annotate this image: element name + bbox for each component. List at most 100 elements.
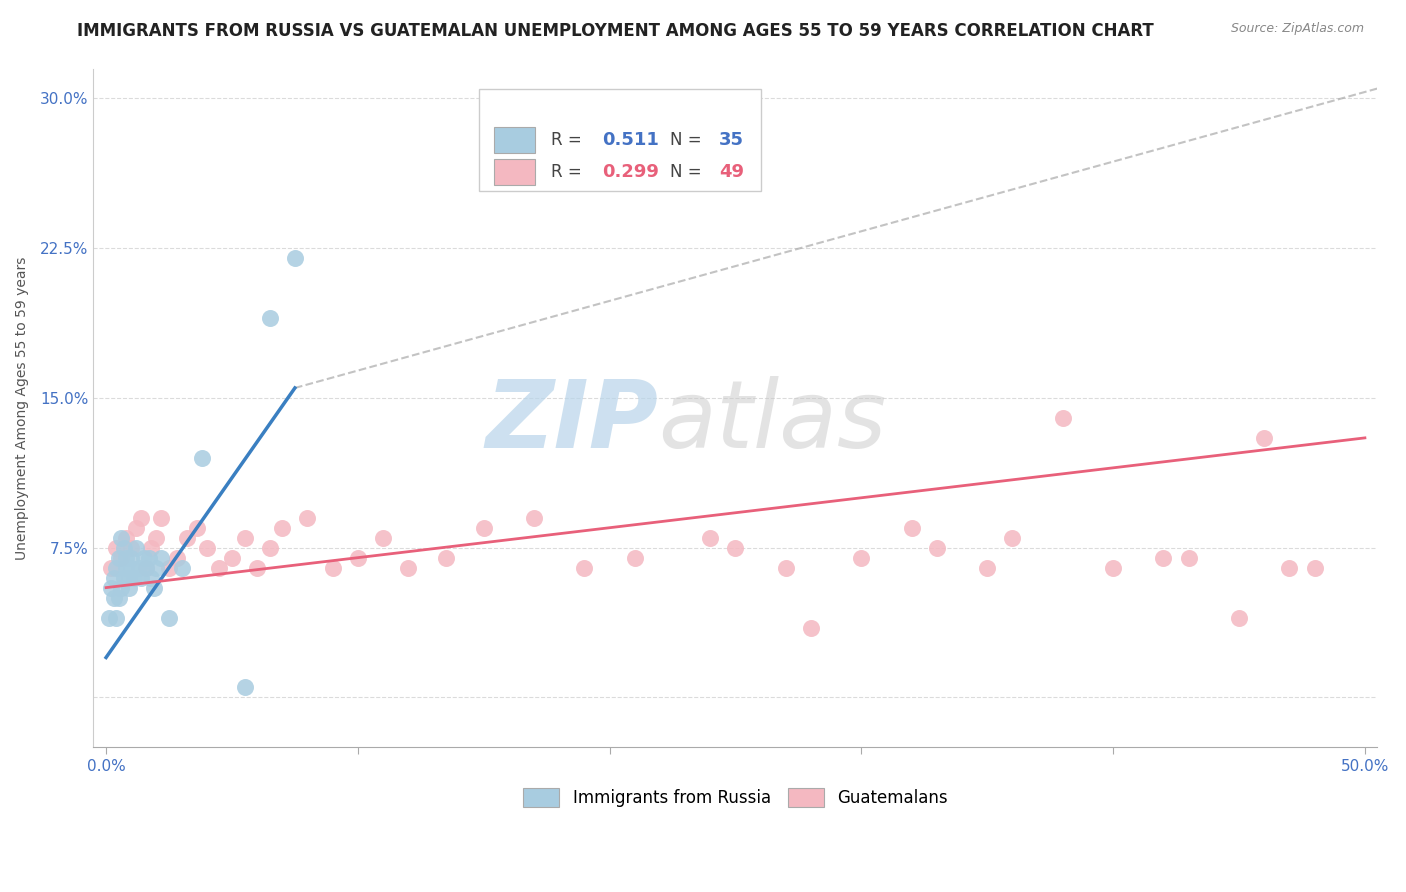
Point: [190, 450, 212, 465]
Point: [259, 311, 281, 326]
Point: [1177, 550, 1199, 565]
Point: [775, 560, 797, 574]
Point: [900, 521, 922, 535]
Point: [107, 550, 129, 565]
Text: 0.511: 0.511: [602, 131, 659, 149]
Point: [120, 550, 142, 565]
Point: [103, 571, 125, 585]
Point: [1227, 610, 1250, 624]
Point: [523, 510, 546, 524]
Point: [166, 550, 188, 565]
Text: R =: R =: [551, 162, 586, 181]
Point: [103, 591, 125, 605]
FancyBboxPatch shape: [494, 127, 536, 153]
Point: [120, 560, 142, 574]
Point: [976, 560, 998, 574]
Text: 49: 49: [718, 162, 744, 181]
Point: [1278, 560, 1301, 574]
Point: [259, 541, 281, 555]
Point: [170, 560, 193, 574]
Point: [150, 550, 173, 565]
Point: [122, 571, 145, 585]
Point: [1052, 411, 1074, 425]
Point: [186, 521, 208, 535]
Point: [271, 521, 294, 535]
Point: [221, 550, 243, 565]
Point: [284, 251, 307, 265]
Point: [150, 510, 173, 524]
Point: [347, 550, 370, 565]
Text: 35: 35: [718, 131, 744, 149]
Point: [699, 531, 721, 545]
Legend: Immigrants from Russia, Guatemalans: Immigrants from Russia, Guatemalans: [516, 781, 955, 814]
Point: [100, 560, 122, 574]
Y-axis label: Unemployment Among Ages 55 to 59 years: Unemployment Among Ages 55 to 59 years: [15, 256, 30, 559]
Text: Source: ZipAtlas.com: Source: ZipAtlas.com: [1230, 22, 1364, 36]
Point: [434, 550, 457, 565]
Text: 0.299: 0.299: [602, 162, 659, 181]
Point: [233, 681, 256, 695]
Point: [128, 560, 150, 574]
Point: [131, 571, 153, 585]
Point: [110, 531, 132, 545]
Point: [1153, 550, 1175, 565]
Point: [97, 610, 120, 624]
Point: [472, 521, 495, 535]
Point: [297, 510, 319, 524]
Point: [120, 541, 142, 555]
Point: [118, 571, 141, 585]
FancyBboxPatch shape: [478, 89, 761, 191]
Point: [110, 550, 132, 565]
Point: [208, 560, 231, 574]
Point: [132, 550, 155, 565]
Point: [157, 560, 180, 574]
Point: [800, 621, 823, 635]
Point: [141, 571, 163, 585]
Point: [105, 560, 128, 574]
Point: [142, 581, 165, 595]
Point: [925, 541, 948, 555]
Point: [233, 531, 256, 545]
Point: [100, 581, 122, 595]
Point: [135, 560, 157, 574]
Point: [623, 550, 645, 565]
Point: [141, 541, 163, 555]
Point: [105, 541, 128, 555]
Point: [322, 560, 344, 574]
Point: [246, 560, 269, 574]
Text: ZIP: ZIP: [485, 376, 658, 467]
FancyBboxPatch shape: [494, 159, 536, 185]
Text: N =: N =: [671, 162, 707, 181]
Point: [1253, 431, 1275, 445]
Point: [112, 541, 135, 555]
Point: [176, 531, 198, 545]
Point: [1001, 531, 1024, 545]
Text: IMMIGRANTS FROM RUSSIA VS GUATEMALAN UNEMPLOYMENT AMONG AGES 55 TO 59 YEARS CORR: IMMIGRANTS FROM RUSSIA VS GUATEMALAN UNE…: [77, 22, 1154, 40]
Point: [118, 581, 141, 595]
Point: [125, 541, 148, 555]
Point: [131, 510, 153, 524]
Text: N =: N =: [671, 131, 707, 149]
Point: [110, 581, 132, 595]
Point: [115, 560, 138, 574]
Point: [195, 541, 218, 555]
Point: [574, 560, 596, 574]
Text: atlas: atlas: [658, 376, 887, 467]
Point: [145, 531, 167, 545]
Point: [1102, 560, 1125, 574]
Point: [145, 560, 167, 574]
Point: [724, 541, 747, 555]
Point: [1303, 560, 1326, 574]
Point: [115, 550, 138, 565]
Point: [107, 591, 129, 605]
Point: [125, 521, 148, 535]
Point: [371, 531, 394, 545]
Point: [105, 610, 128, 624]
Point: [157, 610, 180, 624]
Text: R =: R =: [551, 131, 586, 149]
Point: [115, 531, 138, 545]
Point: [396, 560, 419, 574]
Point: [138, 550, 160, 565]
Point: [851, 550, 873, 565]
Point: [135, 560, 157, 574]
